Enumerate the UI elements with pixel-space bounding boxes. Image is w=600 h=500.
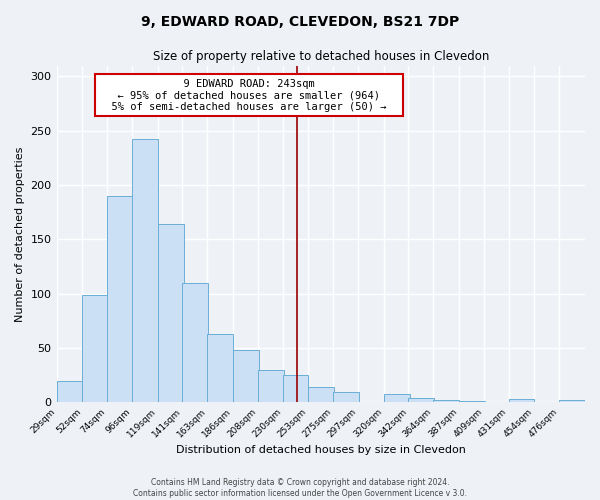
Bar bbox=[559, 400, 585, 402]
Bar bbox=[56, 381, 82, 402]
X-axis label: Distribution of detached houses by size in Clevedon: Distribution of detached houses by size … bbox=[176, 445, 466, 455]
Bar bbox=[433, 400, 459, 402]
Text: 9, EDWARD ROAD, CLEVEDON, BS21 7DP: 9, EDWARD ROAD, CLEVEDON, BS21 7DP bbox=[141, 15, 459, 29]
Bar bbox=[233, 350, 259, 403]
Bar bbox=[107, 196, 133, 402]
Bar bbox=[132, 140, 158, 402]
Bar bbox=[82, 295, 108, 403]
Bar bbox=[509, 399, 535, 402]
Bar bbox=[182, 283, 208, 403]
Y-axis label: Number of detached properties: Number of detached properties bbox=[15, 146, 25, 322]
Bar bbox=[384, 394, 410, 402]
Bar bbox=[258, 370, 284, 402]
Text: 9 EDWARD ROAD: 243sqm  
  ← 95% of detached houses are smaller (964)  
  5% of s: 9 EDWARD ROAD: 243sqm ← 95% of detached … bbox=[99, 78, 399, 112]
Bar bbox=[409, 398, 434, 402]
Text: Contains HM Land Registry data © Crown copyright and database right 2024.
Contai: Contains HM Land Registry data © Crown c… bbox=[133, 478, 467, 498]
Bar bbox=[283, 376, 308, 402]
Bar bbox=[158, 224, 184, 402]
Bar bbox=[333, 392, 359, 402]
Bar bbox=[207, 334, 233, 402]
Bar bbox=[308, 388, 334, 402]
Title: Size of property relative to detached houses in Clevedon: Size of property relative to detached ho… bbox=[152, 50, 489, 63]
